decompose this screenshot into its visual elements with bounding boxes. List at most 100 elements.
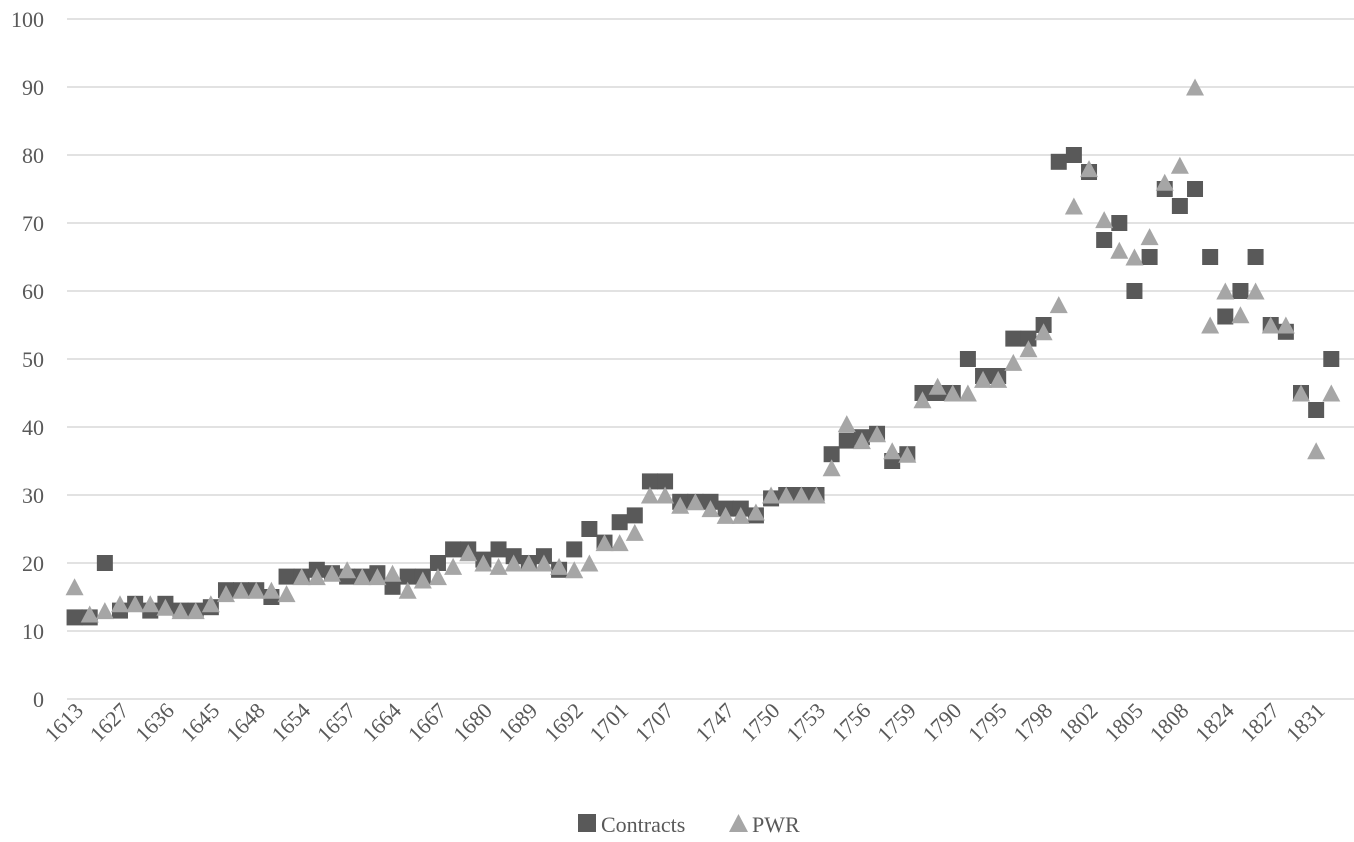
pwr-point bbox=[247, 581, 266, 599]
pwr-point bbox=[353, 568, 372, 586]
contracts-point bbox=[823, 446, 840, 463]
contracts-point bbox=[1111, 215, 1128, 231]
x-tick-label: 1756 bbox=[827, 698, 876, 747]
pwr-point bbox=[701, 500, 720, 518]
contracts-point bbox=[429, 555, 446, 571]
x-tick-label: 1753 bbox=[781, 698, 830, 747]
contracts-point bbox=[445, 541, 462, 558]
contracts-point bbox=[1232, 283, 1249, 299]
contracts-point bbox=[1065, 147, 1082, 163]
pwr-point bbox=[1201, 316, 1220, 334]
pwr-point bbox=[610, 534, 629, 552]
legend-marker-contracts bbox=[578, 814, 596, 832]
gridlines bbox=[67, 18, 1354, 700]
contracts-point bbox=[1247, 249, 1264, 265]
contracts-point bbox=[1020, 330, 1037, 347]
pwr-point bbox=[428, 568, 447, 586]
x-tick-label: 1707 bbox=[630, 698, 679, 747]
pwr-point bbox=[201, 595, 220, 613]
x-tick-label: 1657 bbox=[312, 698, 361, 747]
pwr-point bbox=[1155, 173, 1174, 191]
pwr-point bbox=[1216, 282, 1235, 300]
pwr-point bbox=[292, 568, 311, 586]
pwr-point bbox=[519, 554, 538, 572]
pwr-point bbox=[1140, 228, 1159, 246]
x-tick-label: 1805 bbox=[1099, 698, 1148, 747]
pwr-point bbox=[277, 585, 296, 603]
pwr-point bbox=[1064, 197, 1083, 215]
pwr-point bbox=[1095, 211, 1114, 229]
contracts-point bbox=[384, 578, 401, 595]
series-contracts bbox=[66, 147, 1340, 626]
pwr-point bbox=[534, 554, 553, 572]
contracts-point bbox=[1323, 351, 1340, 367]
x-tick-label: 1689 bbox=[494, 698, 543, 747]
contracts-point bbox=[490, 541, 507, 558]
pwr-point bbox=[1049, 296, 1068, 314]
x-tick-label: 1831 bbox=[1281, 698, 1330, 747]
x-tick-label: 1648 bbox=[221, 698, 270, 747]
x-tick-label: 1798 bbox=[1008, 698, 1057, 747]
contracts-point bbox=[96, 555, 113, 571]
pwr-point bbox=[444, 557, 463, 575]
pwr-point bbox=[671, 496, 690, 514]
y-tick-label: 30 bbox=[22, 483, 44, 508]
contracts-point bbox=[838, 432, 855, 449]
y-tick-label: 90 bbox=[22, 75, 44, 100]
pwr-point bbox=[762, 486, 781, 504]
pwr-point bbox=[913, 391, 932, 409]
pwr-point bbox=[1110, 241, 1129, 259]
x-tick-label: 1692 bbox=[539, 698, 588, 747]
pwr-point bbox=[883, 442, 902, 460]
x-tick-label: 1613 bbox=[39, 698, 88, 747]
pwr-point bbox=[1261, 316, 1280, 334]
pwr-point bbox=[489, 557, 508, 575]
pwr-point bbox=[1292, 384, 1311, 402]
x-tick-label: 1636 bbox=[130, 698, 179, 747]
pwr-point bbox=[731, 506, 750, 524]
contracts-point bbox=[66, 609, 83, 626]
x-tick-label: 1680 bbox=[448, 698, 497, 747]
x-tick-label: 1750 bbox=[736, 698, 785, 747]
pwr-point bbox=[595, 534, 614, 552]
contracts-point bbox=[1308, 402, 1325, 418]
pwr-point bbox=[1019, 340, 1038, 358]
pwr-point bbox=[958, 384, 977, 402]
pwr-point bbox=[1186, 78, 1205, 96]
pwr-point bbox=[1034, 323, 1053, 341]
pwr-point bbox=[868, 425, 887, 443]
pwr-point bbox=[928, 377, 947, 395]
y-axis: 0 10 20 30 40 50 60 70 80 90 100 bbox=[11, 7, 44, 712]
contracts-point bbox=[641, 473, 658, 490]
pwr-point bbox=[807, 486, 826, 504]
pwr-point bbox=[186, 602, 205, 620]
pwr-point bbox=[1170, 156, 1189, 174]
pwr-point bbox=[777, 486, 796, 504]
pwr-point bbox=[141, 595, 160, 613]
contracts-point bbox=[1005, 330, 1022, 347]
pwr-point bbox=[95, 602, 114, 620]
y-tick-label: 100 bbox=[11, 7, 44, 32]
legend-marker-pwr bbox=[729, 814, 748, 832]
contracts-point bbox=[1050, 153, 1067, 170]
x-tick-label: 1747 bbox=[690, 698, 739, 747]
pwr-point bbox=[852, 432, 871, 450]
pwr-point bbox=[550, 557, 569, 575]
pwr-point bbox=[580, 554, 599, 572]
pwr-point bbox=[565, 561, 584, 579]
x-tick-label: 1824 bbox=[1190, 698, 1239, 747]
y-tick-label: 80 bbox=[22, 143, 44, 168]
pwr-point bbox=[504, 554, 523, 572]
y-tick-label: 60 bbox=[22, 279, 44, 304]
pwr-point bbox=[110, 595, 129, 613]
pwr-point bbox=[156, 598, 175, 616]
pwr-point bbox=[656, 486, 675, 504]
pwr-point bbox=[625, 523, 644, 541]
x-tick-label: 1645 bbox=[176, 698, 225, 747]
x-tick-label: 1759 bbox=[872, 698, 921, 747]
pwr-point bbox=[640, 486, 659, 504]
contracts-point bbox=[566, 541, 583, 558]
pwr-point bbox=[80, 605, 99, 623]
contracts-point bbox=[581, 521, 598, 537]
legend-label-contracts: Contracts bbox=[601, 812, 685, 837]
